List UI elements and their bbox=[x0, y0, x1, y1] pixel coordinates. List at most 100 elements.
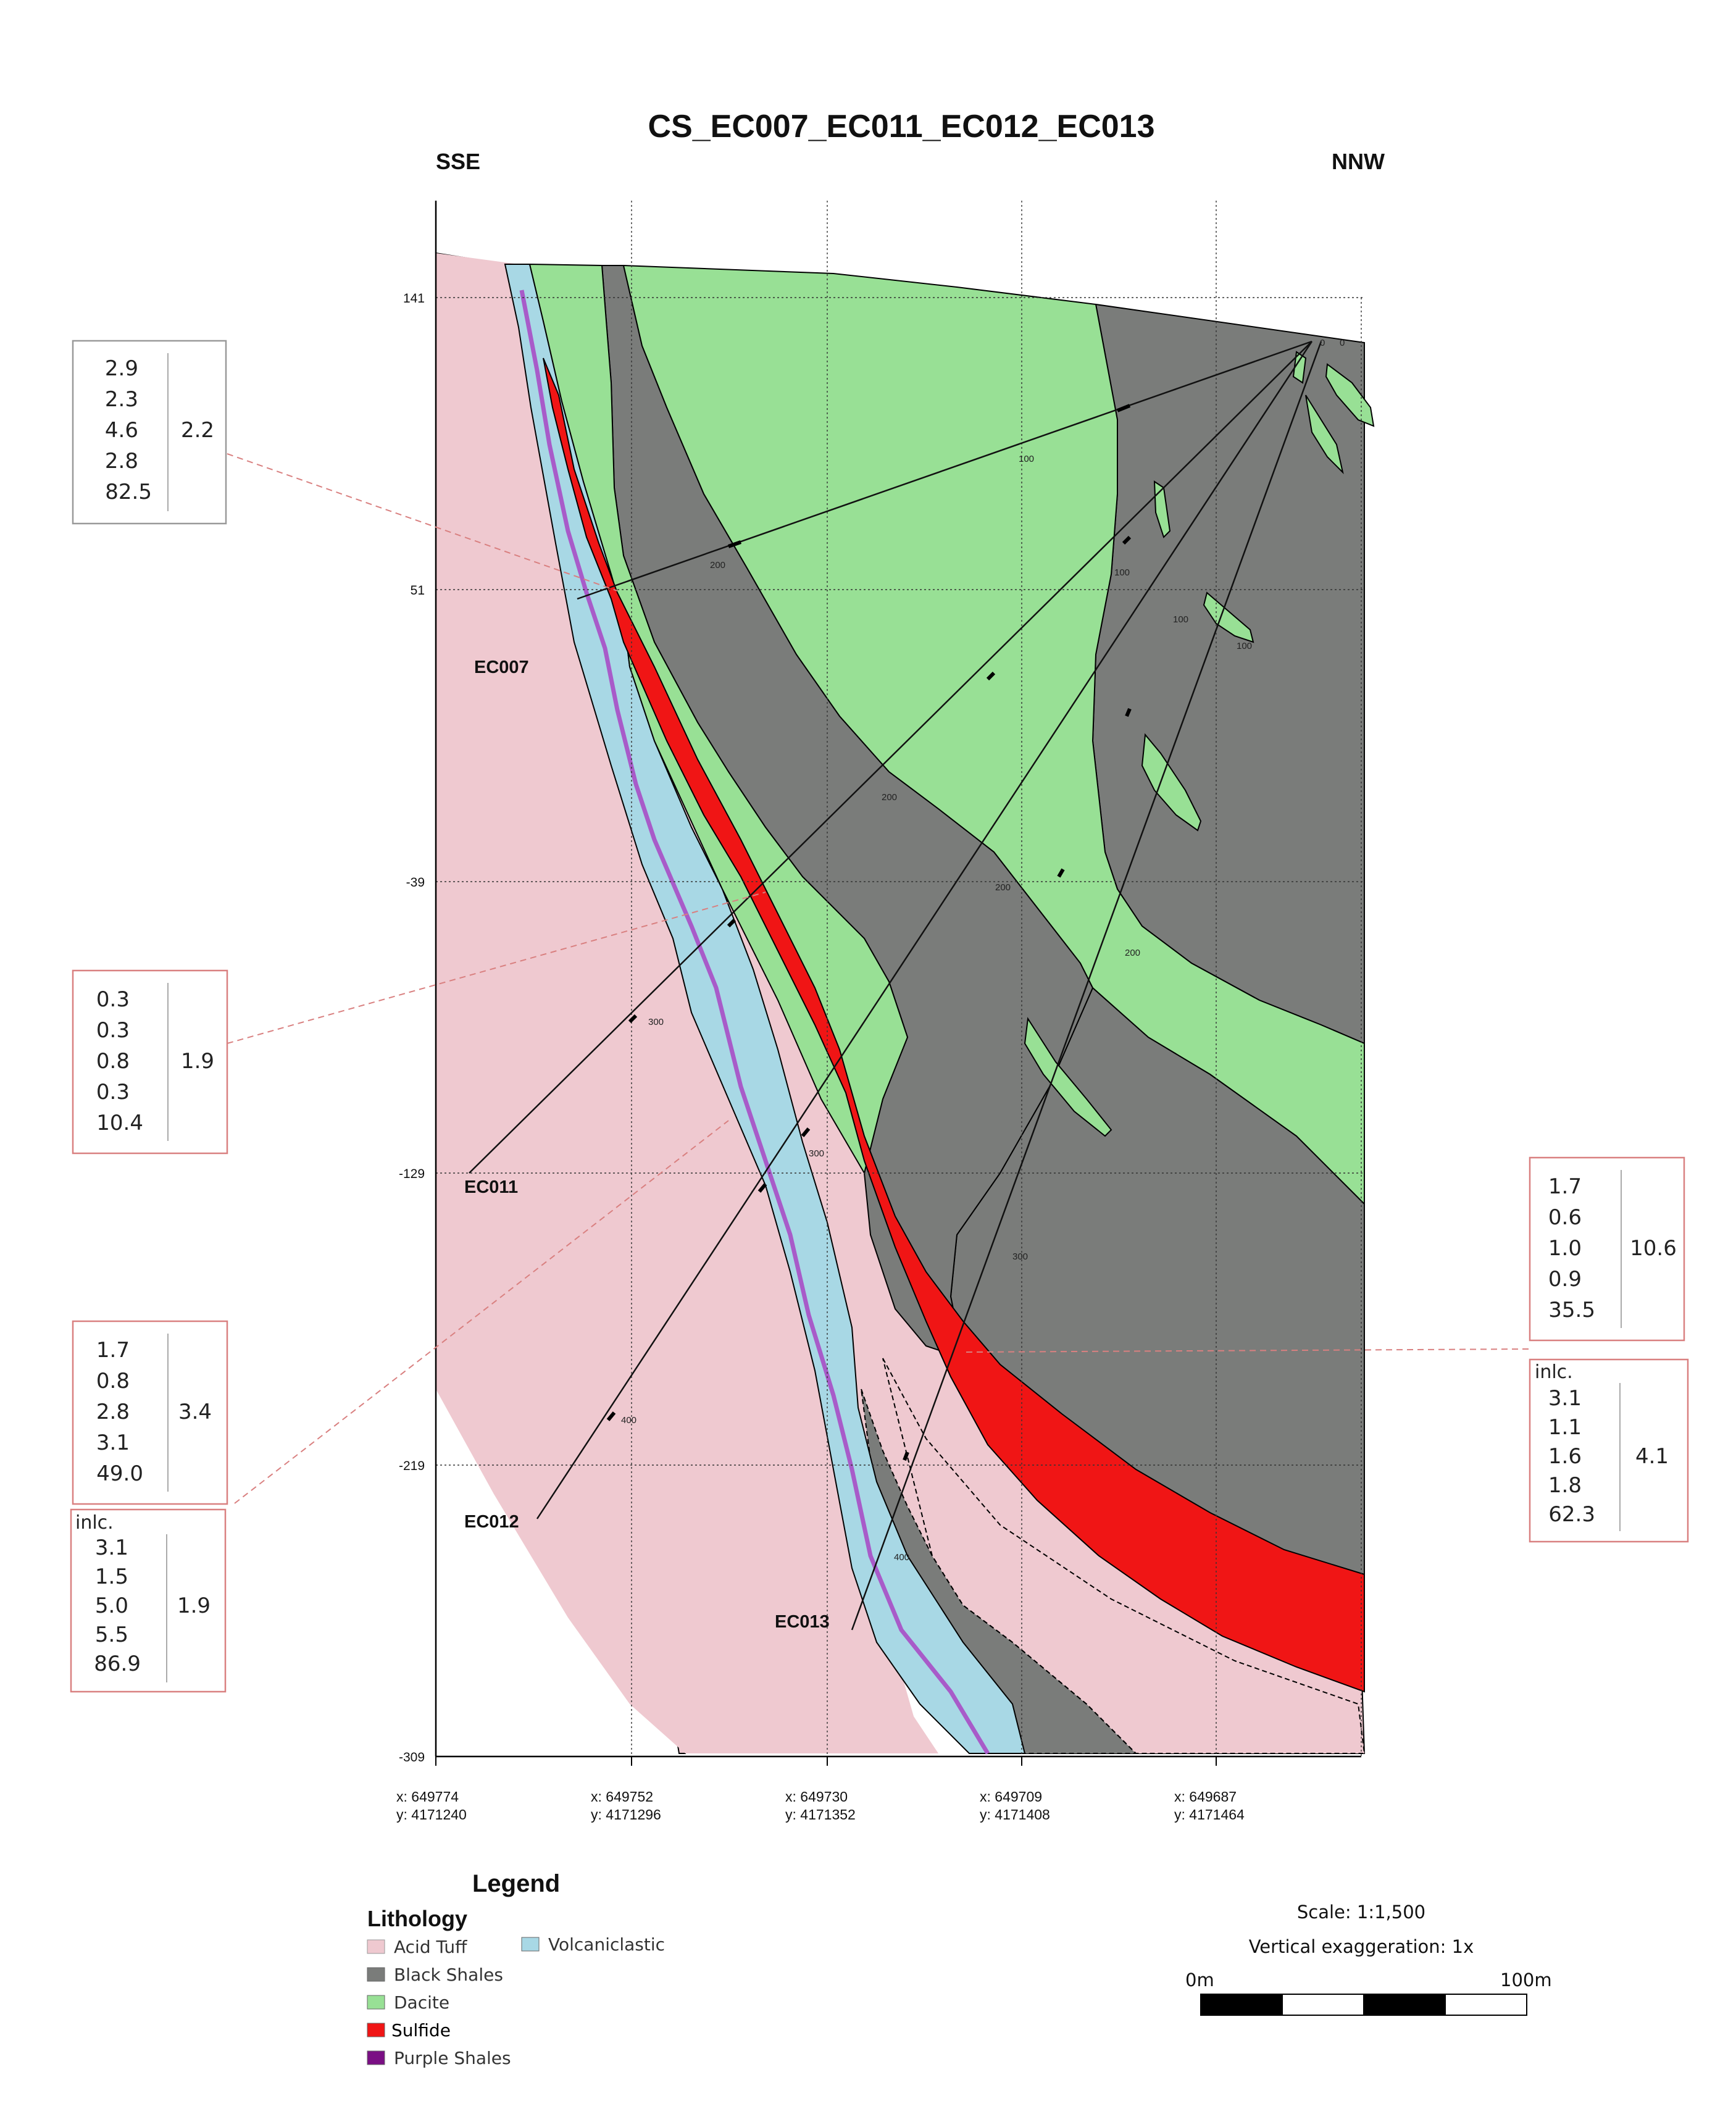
assay-value: 1.1 bbox=[1548, 1415, 1582, 1440]
depth-label: 400 bbox=[621, 1415, 636, 1426]
legend-label: Purple Shales bbox=[394, 2048, 511, 2068]
legend: Legend Lithology Acid Tuff Black Shales … bbox=[367, 1870, 665, 2068]
assay-value: 3.1 bbox=[96, 1431, 130, 1455]
depth-label: 300 bbox=[648, 1017, 664, 1027]
assay-value: 82.5 bbox=[105, 480, 152, 504]
scale-ratio: Scale: 1:1,500 bbox=[1297, 1902, 1425, 1923]
legend-swatch bbox=[367, 1995, 385, 2010]
depth-label: 100 bbox=[1114, 567, 1130, 578]
dacite-lens-1 bbox=[1153, 480, 1171, 538]
coord-y: y: 4171296 bbox=[591, 1807, 661, 1823]
coord-x: x: 649730 bbox=[785, 1789, 848, 1805]
depth-label: 200 bbox=[995, 882, 1011, 893]
elev-tick: -129 bbox=[399, 1167, 425, 1181]
depth-label: 300 bbox=[809, 1148, 824, 1159]
hole-label-ec013: EC013 bbox=[775, 1612, 830, 1632]
depth-label: 300 bbox=[1012, 1251, 1028, 1262]
legend-label: Acid Tuff bbox=[394, 1937, 467, 1957]
coord-y: y: 4171352 bbox=[785, 1807, 856, 1823]
coord-x: x: 649709 bbox=[980, 1789, 1042, 1805]
assay-value: 0.3 bbox=[96, 987, 130, 1012]
legend-subtitle: Lithology bbox=[367, 1906, 467, 1931]
assay-value: 0.3 bbox=[96, 1080, 130, 1105]
assay-value: 0.8 bbox=[96, 1369, 130, 1393]
depth-label: 200 bbox=[1125, 948, 1140, 958]
legend-label: Dacite bbox=[394, 1992, 449, 2013]
hole-label-ec012: EC012 bbox=[464, 1512, 519, 1532]
assay-value: 35.5 bbox=[1548, 1298, 1595, 1322]
legend-swatch bbox=[367, 1967, 385, 1982]
legend-label: Volcaniclastic bbox=[548, 1934, 665, 1955]
section-title: CS_EC007_EC011_EC012_EC013 bbox=[648, 109, 1154, 144]
scale-block: Scale: 1:1,500 Vertical exaggeration: 1x… bbox=[1185, 1902, 1552, 2016]
elev-tick: 51 bbox=[411, 583, 425, 598]
assay-value: 1.5 bbox=[95, 1564, 128, 1589]
depth-label: 100 bbox=[1019, 454, 1034, 464]
depth-label: 100 bbox=[1173, 614, 1188, 625]
assay-value: 86.9 bbox=[94, 1652, 141, 1676]
scale-exaggeration: Vertical exaggeration: 1x bbox=[1249, 1936, 1474, 1957]
trace-ec012 bbox=[536, 341, 1313, 1519]
legend-label: Sulfide bbox=[391, 2020, 451, 2041]
assay-value: 0.6 bbox=[1548, 1205, 1582, 1230]
assay-box-ec011: 0.3 0.3 0.8 0.3 10.4 1.9 bbox=[72, 969, 228, 1155]
legend-title: Legend bbox=[472, 1870, 560, 1897]
assay-value: 0.9 bbox=[1548, 1267, 1582, 1292]
assay-summary: 4.1 bbox=[1635, 1444, 1669, 1469]
grid bbox=[436, 201, 1364, 1756]
assay-summary: 1.9 bbox=[181, 1049, 214, 1074]
collar-label: 0 bbox=[1340, 338, 1345, 348]
coord-x: x: 649687 bbox=[1174, 1789, 1237, 1805]
depth-label: 400 bbox=[894, 1552, 909, 1563]
assay-box-ec013-incl: inlc. 3.1 1.1 1.6 1.8 62.3 4.1 bbox=[1529, 1358, 1689, 1543]
coord-y: y: 4171240 bbox=[396, 1807, 467, 1823]
assay-value: 1.7 bbox=[96, 1338, 130, 1363]
assay-value: 49.0 bbox=[96, 1461, 143, 1486]
trace-ec013 bbox=[851, 341, 1322, 1631]
depth-label: 200 bbox=[710, 560, 725, 570]
hole-label-ec011: EC011 bbox=[464, 1177, 518, 1197]
dacite-lens-3 bbox=[1141, 733, 1202, 832]
coord-y: y: 4171464 bbox=[1174, 1807, 1245, 1823]
legend-label: Black Shales bbox=[394, 1965, 503, 1985]
callout-leaders bbox=[227, 453, 1529, 1504]
assay-value: 0.3 bbox=[96, 1018, 130, 1043]
elev-tick: 141 bbox=[403, 291, 425, 306]
assay-box-ec012-incl: inlc. 3.1 1.5 5.0 5.5 86.9 1.9 bbox=[70, 1508, 227, 1693]
assay-value: 2.9 bbox=[105, 356, 138, 381]
assay-value: 3.1 bbox=[1548, 1386, 1582, 1411]
trace-ec011 bbox=[469, 341, 1312, 1174]
legend-swatch bbox=[367, 1939, 385, 1954]
drill-holes bbox=[469, 340, 1322, 1631]
incl-label: inlc. bbox=[75, 1512, 114, 1534]
sulfide-lens bbox=[543, 357, 1365, 1693]
hole-names: EC007 EC011 EC012 EC013 bbox=[464, 658, 830, 1632]
acid-tuff-right bbox=[882, 1358, 1366, 1754]
assay-value: 5.0 bbox=[95, 1594, 128, 1618]
elev-tick: -309 bbox=[399, 1750, 425, 1765]
assay-value: 5.5 bbox=[95, 1623, 128, 1647]
orientation-right: NNW bbox=[1332, 149, 1385, 174]
purple-shales-thread bbox=[519, 290, 990, 1755]
assay-value: 62.3 bbox=[1548, 1502, 1595, 1527]
depth-label: 0 bbox=[1320, 338, 1325, 348]
assay-box-ec013: 1.7 0.6 1.0 0.9 35.5 10.6 bbox=[1529, 1156, 1685, 1342]
hole-label-ec007: EC007 bbox=[474, 658, 529, 677]
coord-x: x: 649774 bbox=[396, 1789, 459, 1805]
assay-value: 1.8 bbox=[1548, 1473, 1582, 1498]
depth-label: 200 bbox=[882, 792, 897, 803]
depth-labels: 100 200 100 200 300 100 200 300 400 0 10… bbox=[621, 338, 1345, 1563]
geology-layers bbox=[432, 252, 1375, 1768]
dacite-lens-5 bbox=[1325, 363, 1375, 427]
elev-tick: -219 bbox=[399, 1459, 425, 1473]
scale-bar bbox=[1200, 1994, 1527, 2016]
dacite-lens-4 bbox=[1024, 1017, 1112, 1137]
assay-box-ec012: 1.7 0.8 2.8 3.1 49.0 3.4 bbox=[72, 1320, 228, 1505]
scale-end: 100m bbox=[1500, 1970, 1552, 1990]
scale-start: 0m bbox=[1185, 1970, 1214, 1990]
elev-tick: -39 bbox=[406, 875, 425, 890]
assay-value: 1.6 bbox=[1548, 1444, 1582, 1469]
assay-value: 3.1 bbox=[95, 1535, 128, 1560]
elevation-labels: 141 51 -39 -129 -219 -309 bbox=[399, 291, 425, 1765]
legend-swatch bbox=[521, 1937, 540, 1952]
